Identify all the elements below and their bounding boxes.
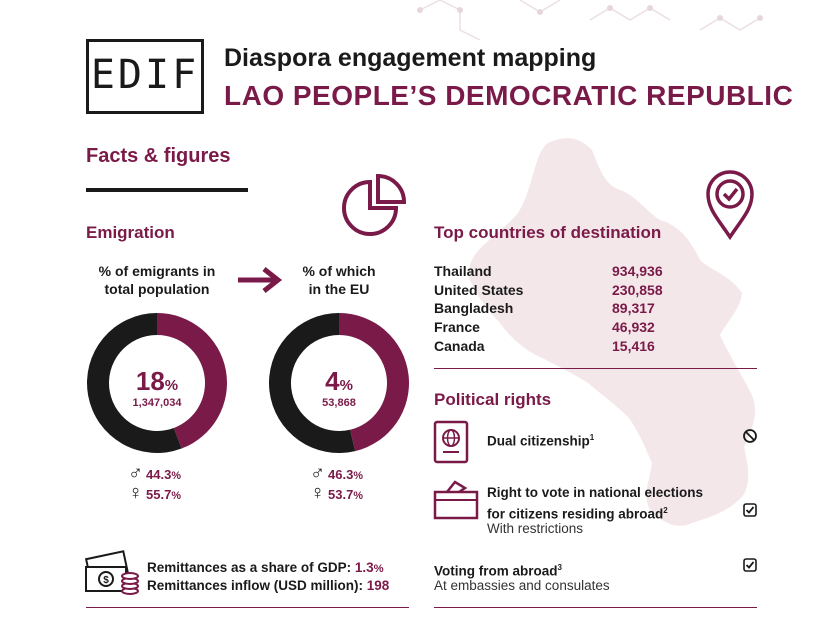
male-value: 44.3: [146, 467, 172, 482]
unit: %: [373, 563, 384, 575]
remittances-inflow-label: Remittances inflow (USD million):: [147, 578, 364, 593]
donut-total-percent-value: 18: [135, 366, 165, 396]
remittances-gdp: Remittances as a share of GDP: 1.3%: [147, 559, 384, 578]
footnote-2: 2: [663, 506, 668, 515]
destination-country: Bangladesh: [434, 300, 514, 317]
destination-country: United States: [434, 281, 524, 298]
svg-text:$: $: [103, 575, 109, 586]
donut-chart-total: [86, 313, 227, 453]
destination-row: Thailand 934,936: [434, 262, 663, 281]
donut-eu-count: 53,868: [322, 397, 356, 409]
destination-value: 46,932: [612, 319, 655, 336]
donut-slice-male: [339, 313, 410, 452]
remittances-inflow-value: 198: [366, 578, 390, 593]
destination-value: 230,858: [612, 281, 663, 298]
gdp-value: 1.3: [354, 560, 374, 575]
political-rights-divider: [434, 607, 757, 608]
unit: %: [353, 470, 363, 482]
donut-slice-male: [157, 313, 227, 449]
passport-icon: [433, 420, 469, 464]
male-symbol-icon: ♂: [310, 462, 325, 484]
footnote-1: 1: [589, 433, 595, 442]
voting-abroad-text: Voting from abroad: [434, 563, 558, 579]
remittances-divider: [86, 607, 409, 608]
female-symbol-icon: ♀: [310, 482, 325, 504]
vote-right-line2-wrap: for citizens residing abroad2: [487, 502, 703, 524]
voting-abroad-note: At embassies and consulates: [434, 578, 610, 593]
remittances-gdp-value: 1.3%: [355, 560, 384, 575]
ballot-box-icon: [433, 480, 479, 520]
donut-total-count: 1,347,034: [132, 397, 182, 409]
checkbox-checked-icon: [743, 503, 757, 517]
pie-chart-icon: [342, 173, 407, 236]
destination-row: Canada 15,416: [434, 336, 663, 355]
female-share-eu: ♀ 53.7%: [310, 482, 363, 505]
destinations-table: Thailand 934,936 United States 230,858 Bangl…: [434, 262, 663, 355]
facts-heading: Facts & figures: [86, 145, 231, 167]
footnote-3: 3: [557, 563, 562, 572]
donut-total-title-line1: % of emigrants in: [98, 263, 216, 279]
destination-country: Thailand: [434, 263, 492, 280]
destinations-divider: [434, 368, 757, 369]
unit: %: [171, 470, 181, 482]
destination-country: Canada: [434, 337, 485, 354]
donut-slice-female: [269, 313, 356, 453]
checkbox-checked-icon: [743, 558, 757, 572]
donut-chart-eu: [269, 313, 410, 453]
donut-eu-title: % of which in the EU: [268, 262, 410, 298]
destination-row: France 46,932: [434, 318, 663, 337]
female-value: 55.7: [146, 487, 172, 502]
unit: %: [353, 490, 363, 502]
location-check-icon: [706, 170, 754, 241]
vote-right-line2: for citizens residing abroad: [487, 506, 664, 522]
laos-map-silhouette: [468, 138, 755, 526]
logo-text: EDIF: [90, 52, 200, 98]
emigration-heading: Emigration: [86, 223, 175, 242]
vote-right-line1: Right to vote in national elections: [487, 485, 704, 500]
page-title: Diaspora engagement mapping: [224, 44, 597, 72]
destination-country: France: [434, 319, 480, 336]
destination-value: 89,317: [612, 300, 655, 317]
donut-total-percent: 18%: [86, 366, 228, 397]
top-destinations-heading: Top countries of destination: [434, 223, 662, 242]
remittances-gdp-label: Remittances as a share of GDP:: [147, 560, 352, 575]
donut-total-title-line2: total population: [104, 281, 210, 297]
arrow-right-icon: [238, 267, 283, 293]
unit: %: [171, 490, 181, 502]
donut-slice-female: [86, 313, 182, 453]
male-symbol-icon: ♂: [128, 462, 143, 484]
edif-logo: EDIF: [86, 39, 204, 114]
facts-divider: [86, 188, 248, 192]
political-rights-heading: Political rights: [434, 390, 552, 409]
donut-eu-title-line1: % of which: [302, 263, 376, 279]
vote-right-label: Right to vote in national elections for …: [487, 484, 703, 524]
dual-citizenship-text: Dual citizenship: [487, 433, 590, 449]
female-symbol-icon: ♀: [128, 482, 143, 504]
voting-abroad-label: Voting from abroad3: [434, 559, 562, 581]
background-network-decoration: [417, 0, 763, 40]
destination-row: United States 230,858: [434, 281, 663, 300]
female-share-total: ♀ 55.7%: [128, 482, 181, 505]
donut-eu-percent-value: 4: [325, 366, 340, 396]
destination-value: 934,936: [612, 263, 663, 280]
male-share-eu: ♂ 46.3%: [310, 462, 363, 485]
dual-citizenship-label: Dual citizenship1: [487, 429, 594, 451]
destination-value: 15,416: [612, 337, 655, 354]
country-name: LAO PEOPLE’S DEMOCRATIC REPUBLIC: [224, 80, 794, 111]
remittances-inflow: Remittances inflow (USD million): 198: [147, 577, 389, 595]
destination-row: Bangladesh 89,317: [434, 299, 663, 318]
male-value: 46.3: [328, 467, 354, 482]
male-share-total: ♂ 44.3%: [128, 462, 181, 485]
percent-sign: %: [164, 377, 179, 394]
not-allowed-icon: [743, 429, 757, 443]
percent-sign: %: [339, 377, 353, 394]
vote-right-note: With restrictions: [487, 521, 584, 536]
donut-total-title: % of emigrants in total population: [86, 262, 228, 298]
donut-eu-title-line2: in the EU: [308, 281, 370, 297]
money-coins-icon: $: [84, 550, 139, 595]
female-value: 53.7: [328, 487, 354, 502]
donut-eu-percent: 4%: [268, 366, 410, 397]
